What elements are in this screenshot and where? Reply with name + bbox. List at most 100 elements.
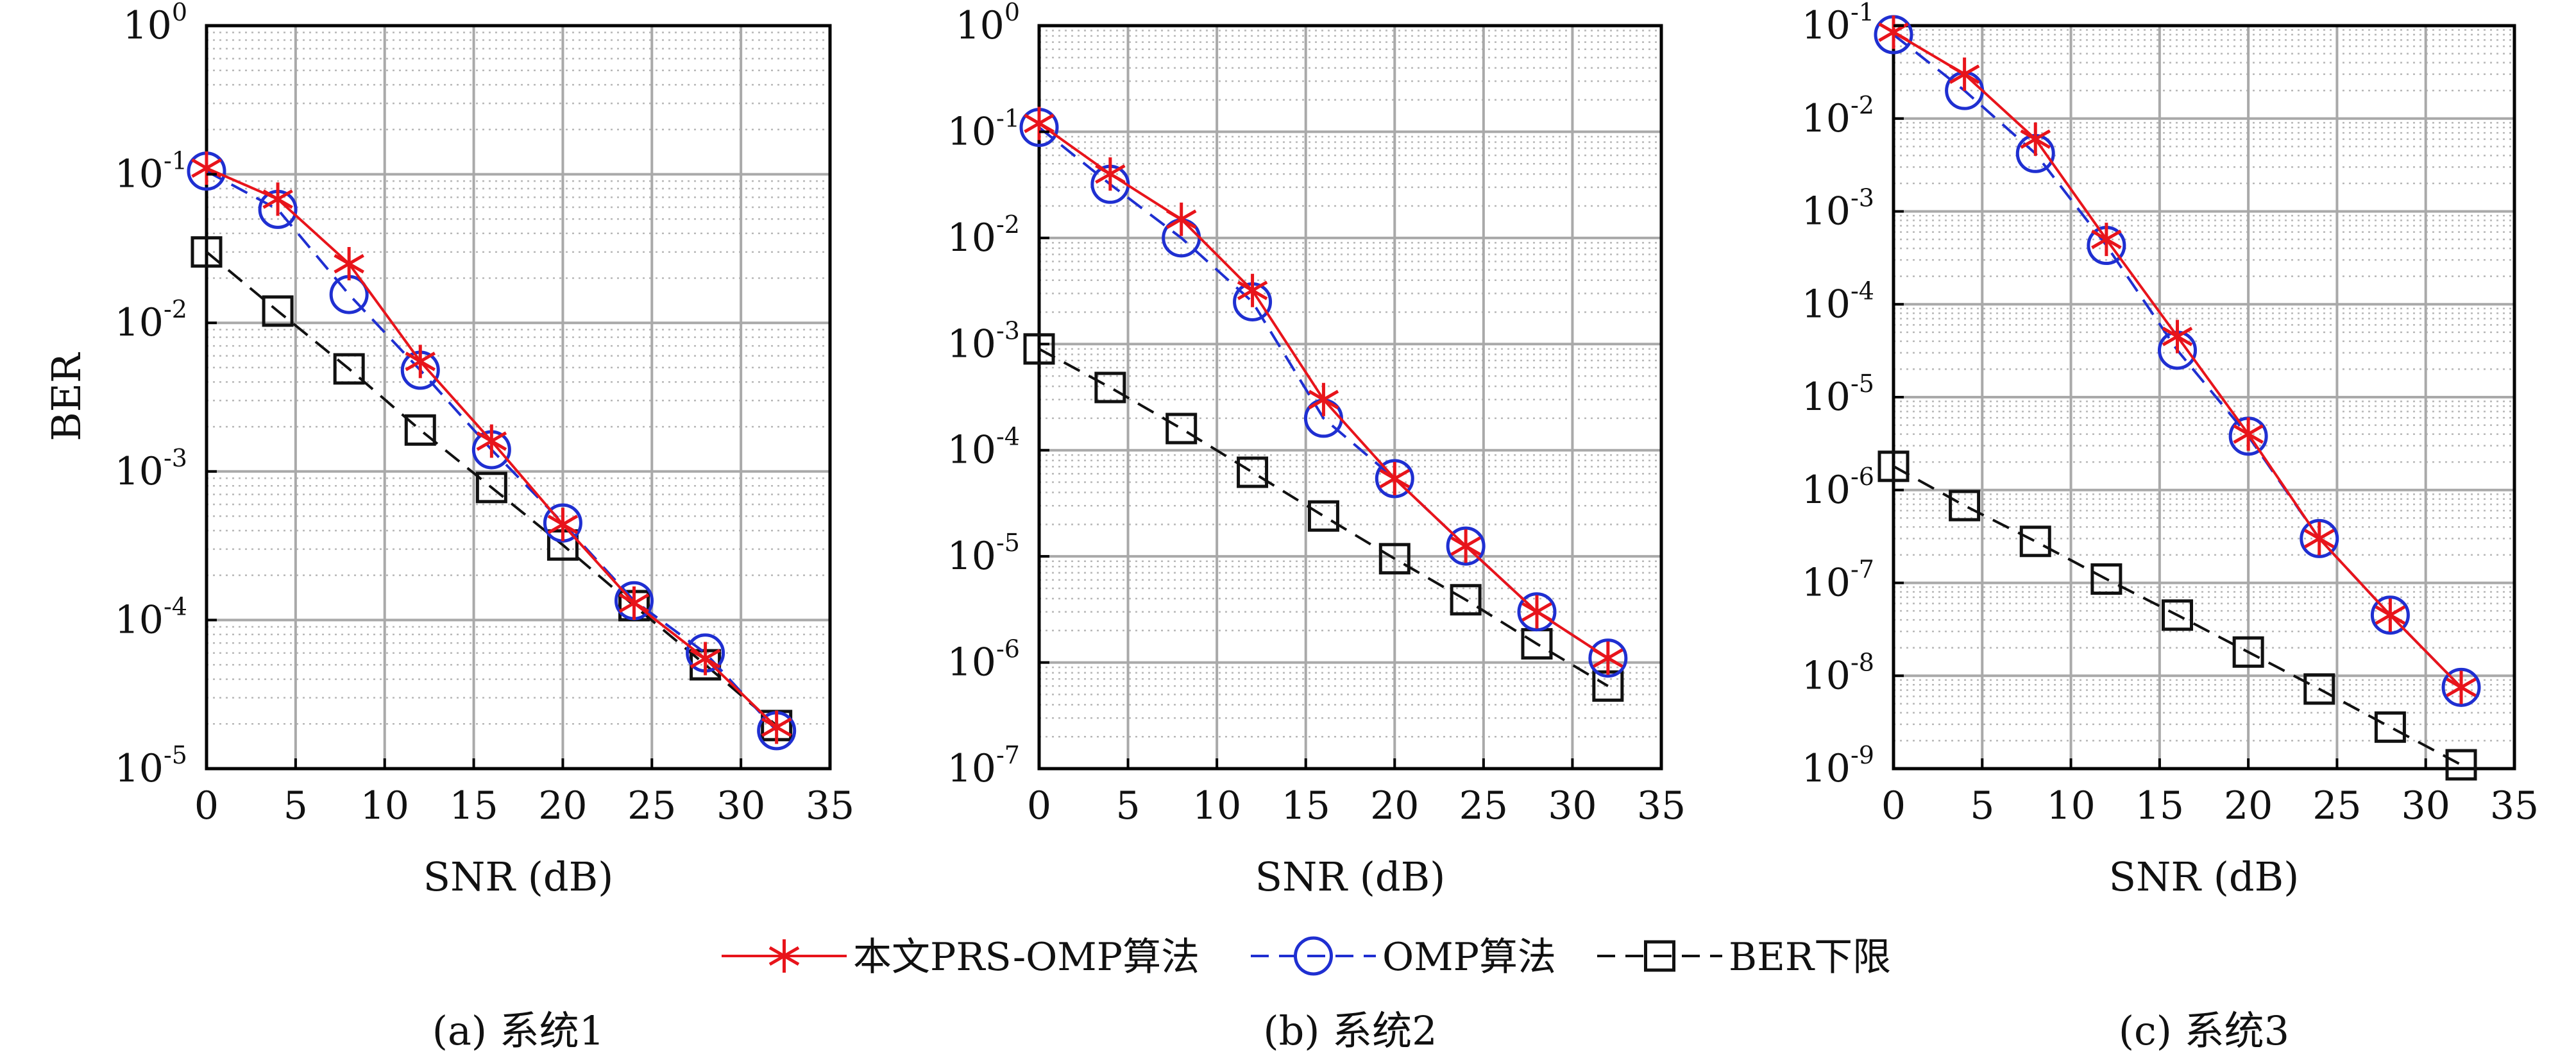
tick-layer: 0 5 10 15 20 25 30 35 100 10-1 10-2 10-3 10-4 10-5 10-… (947, 0, 1686, 828)
y-tick-label: 10-6 (947, 635, 1020, 685)
x-tick-label: 10 (360, 783, 409, 828)
data-point (191, 236, 223, 268)
series-layer (1019, 107, 1628, 702)
data-point (404, 414, 436, 446)
data-point (334, 247, 364, 281)
data-point (2162, 320, 2193, 354)
panel-c: 0 5 10 15 20 25 30 35 10-1 10-2 10-3 10-4 10-5 10-6 10… (1802, 0, 2539, 1054)
data-point (1450, 529, 1481, 563)
y-tick-label: 10-4 (1802, 277, 1874, 327)
y-tick-label: 10-7 (1802, 556, 1874, 606)
data-point (2020, 122, 2051, 156)
data-point (1095, 157, 1126, 191)
x-tick-label: 20 (538, 783, 587, 828)
panel-caption: (a) 系统1 (432, 1007, 605, 1054)
x-tick-label: 20 (2224, 783, 2273, 828)
x-tick-label: 35 (1637, 783, 1686, 828)
x-tick-label: 5 (284, 783, 308, 828)
series-line-ber-bound (205, 251, 777, 727)
legend-marker (1644, 940, 1675, 972)
x-tick-label: 25 (1459, 783, 1508, 828)
y-tick-label: 10-6 (1802, 463, 1874, 513)
data-point (1307, 500, 1339, 532)
panel-b: 0 5 10 15 20 25 30 35 100 10-1 10-2 10-3 10-4 10-5 10-… (947, 0, 1686, 1054)
data-point (333, 353, 365, 385)
data-point (1517, 592, 1557, 632)
data-point (2300, 518, 2339, 558)
plot-frame (1037, 24, 1663, 771)
data-point (2446, 670, 2477, 704)
legend-label-prs-omp: 本文PRS-OMP算法 (853, 935, 1199, 980)
data-point (761, 710, 792, 744)
data-point (1593, 641, 1623, 675)
y-tick-label: 10-3 (1802, 184, 1874, 234)
y-tick-label: 10-2 (115, 295, 187, 345)
data-point (2091, 223, 2122, 257)
x-tick-label: 0 (1881, 783, 1906, 828)
data-point (2303, 673, 2335, 705)
x-tick-label: 5 (1970, 783, 1994, 828)
x-tick-label: 15 (1282, 783, 1330, 828)
data-point (2232, 636, 2264, 668)
data-point (475, 472, 507, 504)
x-tick-label: 25 (627, 783, 676, 828)
series-line-ber-bound (1038, 348, 1609, 687)
data-point (1877, 450, 1910, 482)
data-point (690, 642, 721, 676)
legend-symbol-prs-omp (722, 939, 847, 973)
x-axis-label: SNR (dB) (2109, 853, 2300, 900)
x-tick-label: 10 (1192, 783, 1241, 828)
data-point (1165, 413, 1198, 445)
data-point (2441, 667, 2481, 707)
grid (1894, 26, 2514, 769)
y-tick-label: 10-5 (1802, 370, 1874, 420)
legend-marker (768, 939, 800, 973)
x-tick-label: 10 (2046, 783, 2095, 828)
grid (207, 26, 830, 769)
y-tick-label: 10-8 (1802, 648, 1874, 698)
legend-symbol-ber-bound (1597, 940, 1722, 972)
series-layer (187, 151, 797, 751)
data-point (476, 424, 507, 458)
y-tick-label: 10-7 (947, 741, 1020, 791)
y-tick-label: 100 (955, 0, 1020, 48)
series-layer (1874, 15, 2481, 781)
y-tick-label: 10-4 (947, 423, 1020, 473)
x-tick-label: 30 (2402, 783, 2450, 828)
data-point (1378, 543, 1411, 575)
data-point (1375, 459, 1414, 499)
y-tick-label: 10-2 (1802, 91, 1874, 141)
panel-a: 0 5 10 15 20 25 30 35 100 10-1 10-2 10-3 10-4 10-5 SN… (43, 0, 854, 1054)
legend: 本文PRS-OMP算法 OMP算法 BER下限 (722, 935, 1891, 980)
x-axis-label: SNR (dB) (423, 853, 614, 900)
y-tick-label: 10-1 (947, 104, 1020, 154)
data-point (262, 295, 294, 327)
data-point (1949, 490, 1981, 522)
data-point (405, 345, 436, 379)
y-axis-label: BER (43, 352, 90, 441)
y-tick-label: 10-5 (115, 741, 187, 791)
y-tick-label: 10-4 (115, 592, 187, 642)
data-point (1023, 333, 1055, 365)
data-point (1379, 461, 1411, 495)
x-axis-label: SNR (dB) (1255, 853, 1446, 900)
legend-label-omp: OMP算法 (1382, 935, 1556, 980)
series-line-ber-bound (1893, 465, 2462, 766)
legend-symbol-omp (1251, 936, 1376, 976)
y-tick-label: 10-5 (947, 529, 1020, 579)
grid (1039, 26, 1661, 769)
data-point (2445, 749, 2477, 781)
data-point (2162, 599, 2194, 631)
data-point (2375, 598, 2406, 632)
y-tick-label: 10-3 (947, 316, 1020, 366)
x-tick-label: 35 (806, 783, 854, 828)
tick-layer: 0 5 10 15 20 25 30 35 10-1 10-2 10-3 10-4 10-5 10-6 10… (1802, 0, 2539, 828)
x-tick-label: 15 (2135, 783, 2184, 828)
data-point (618, 586, 650, 620)
x-tick-label: 25 (2312, 783, 2361, 828)
y-tick-label: 10-1 (115, 147, 187, 197)
data-point (1588, 638, 1628, 678)
data-point (2019, 525, 2051, 558)
tick-layer: 0 5 10 15 20 25 30 35 100 10-1 10-2 10-3 10-4 10-5 (115, 0, 855, 828)
data-point (1237, 456, 1269, 488)
